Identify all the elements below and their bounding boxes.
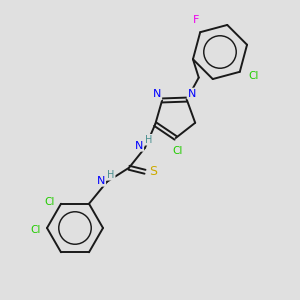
- Text: N: N: [188, 88, 196, 99]
- Text: N: N: [135, 141, 143, 151]
- Text: N: N: [153, 89, 161, 100]
- Text: S: S: [149, 165, 157, 178]
- Text: Cl: Cl: [31, 225, 41, 235]
- Text: Cl: Cl: [172, 146, 183, 156]
- Text: H: H: [107, 170, 115, 180]
- Text: Cl: Cl: [249, 71, 259, 81]
- Text: Cl: Cl: [45, 197, 55, 207]
- Text: N: N: [97, 176, 105, 186]
- Text: H: H: [145, 135, 153, 145]
- Text: F: F: [193, 15, 200, 25]
